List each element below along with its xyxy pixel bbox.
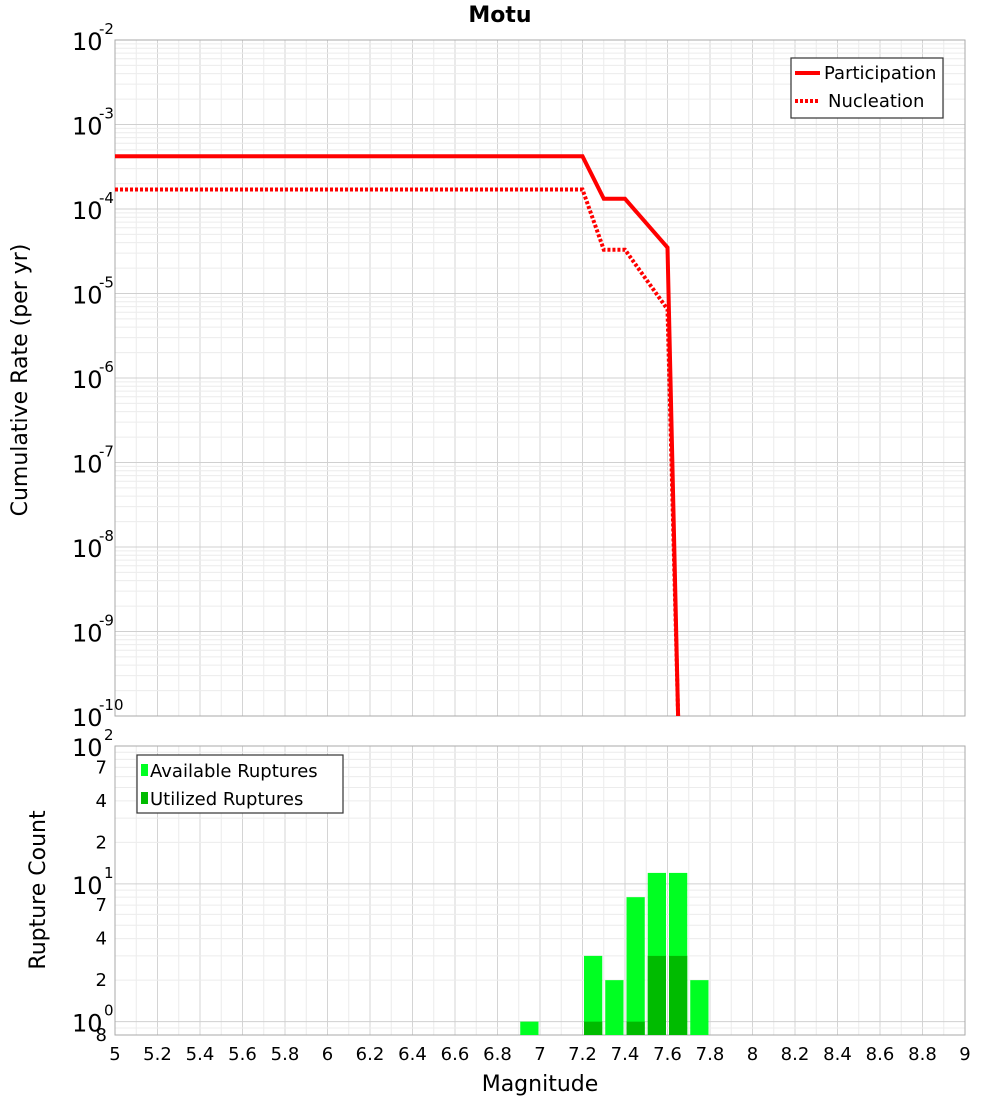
y-tick-exponent: -8: [99, 527, 114, 545]
available-ruptures-bar: [605, 980, 624, 1035]
bar-legend: Available Ruptures Utilized Ruptures: [136, 754, 344, 814]
utilized-ruptures-bar: [647, 955, 666, 1035]
y-tick-label: 10: [72, 197, 103, 225]
y-tick-label: 10: [72, 28, 103, 56]
available-ruptures-bar: [520, 1021, 539, 1035]
y-tick-exponent: 1: [104, 864, 114, 882]
x-tick-label: 7.8: [696, 1044, 725, 1065]
x-tick-label: 6.2: [356, 1044, 385, 1065]
y-minor-tick-label: 8: [96, 1025, 107, 1046]
x-tick-label: 8: [747, 1044, 758, 1065]
y-tick-label: 10: [72, 366, 103, 394]
x-tick-label: 5: [109, 1044, 120, 1065]
y-tick-exponent: -3: [99, 105, 114, 123]
rate-lines: [115, 154, 681, 717]
bottom-y-axis-label: Rupture Count: [26, 810, 51, 970]
x-tick-label: 7.6: [653, 1044, 682, 1065]
available-legend-label: Available Ruptures: [150, 761, 318, 782]
nucleation-legend-label: Nucleation: [828, 91, 924, 112]
y-tick-exponent: -7: [99, 443, 114, 461]
x-tick-label: 9: [959, 1044, 970, 1065]
nucleation-line: [115, 187, 681, 717]
utilized-ruptures-bar: [584, 1021, 603, 1035]
available-ruptures-bar: [690, 980, 709, 1035]
x-tick-label: 5.2: [143, 1044, 172, 1065]
y-tick-label: 10: [72, 872, 103, 900]
y-tick-exponent: -9: [99, 612, 114, 630]
y-tick-label: 10: [72, 704, 103, 732]
rupture-bars: [520, 872, 709, 1035]
y-tick-label: 10: [72, 451, 103, 479]
x-tick-label: 5.8: [271, 1044, 300, 1065]
y-minor-tick-label: 4: [96, 929, 107, 950]
y-tick-exponent: 2: [104, 726, 114, 744]
x-tick-label: 7.4: [611, 1044, 640, 1065]
y-tick-label: 10: [72, 113, 103, 141]
utilized-legend-label: Utilized Ruptures: [150, 789, 303, 810]
y-tick-label: 10: [72, 620, 103, 648]
x-tick-labels: 5 5.2 5.4 5.6 5.8 6 6.2 6.4 6.6 6.8 7 7.2 7.4 7.6 7.8 8…: [109, 1044, 970, 1065]
x-tick-label: 8.4: [823, 1044, 852, 1065]
y-minor-tick-label: 4: [96, 791, 107, 812]
participation-line: [115, 154, 681, 717]
x-tick-label: 7.2: [568, 1044, 597, 1065]
x-axis-label: Magnitude: [482, 1072, 599, 1097]
y-tick-exponent: -10: [99, 696, 124, 714]
y-minor-tick-label: 2: [96, 970, 107, 991]
y-tick-label: 10: [72, 1010, 103, 1038]
x-tick-label: 5.4: [186, 1044, 215, 1065]
y-minor-tick-label: 7: [96, 757, 107, 778]
x-tick-label: 8.2: [781, 1044, 810, 1065]
y-tick-label: 10: [72, 282, 103, 310]
y-minor-tick-label: 2: [96, 832, 107, 853]
chart-title: Motu: [468, 3, 531, 28]
y-tick-exponent: -2: [99, 20, 114, 38]
top-plot-grid: [114, 40, 966, 717]
top-plot-frame: [114, 39, 966, 717]
utilized-legend-swatch: [141, 792, 148, 804]
participation-legend-label: Participation: [824, 63, 936, 84]
top-y-axis-label: Cumulative Rate (per yr): [8, 244, 33, 517]
x-tick-label: 6: [322, 1044, 333, 1065]
x-tick-label: 5.6: [228, 1044, 257, 1065]
bottom-plot-frame: [114, 745, 966, 1036]
y-tick-exponent: -5: [99, 274, 114, 292]
x-tick-label: 6.4: [398, 1044, 427, 1065]
utilized-ruptures-bar: [669, 955, 688, 1035]
x-tick-label: 8.8: [908, 1044, 937, 1065]
line-legend: Participation Nucleation: [790, 57, 944, 119]
y-tick-exponent: -6: [99, 358, 114, 376]
available-legend-swatch: [141, 764, 148, 776]
y-tick-exponent: -4: [99, 189, 114, 207]
available-ruptures-bar: [584, 955, 603, 1035]
utilized-ruptures-bar: [626, 1021, 645, 1035]
x-tick-label: 8.6: [866, 1044, 895, 1065]
y-tick-exponent: 0: [104, 1002, 114, 1020]
available-ruptures-bar: [626, 897, 645, 1035]
y-tick-label: 10: [72, 535, 103, 563]
x-tick-label: 7: [534, 1044, 545, 1065]
x-tick-label: 6.6: [441, 1044, 470, 1065]
y-minor-tick-label: 7: [96, 895, 107, 916]
x-tick-label: 6.8: [483, 1044, 512, 1065]
y-tick-label: 10: [72, 734, 103, 762]
